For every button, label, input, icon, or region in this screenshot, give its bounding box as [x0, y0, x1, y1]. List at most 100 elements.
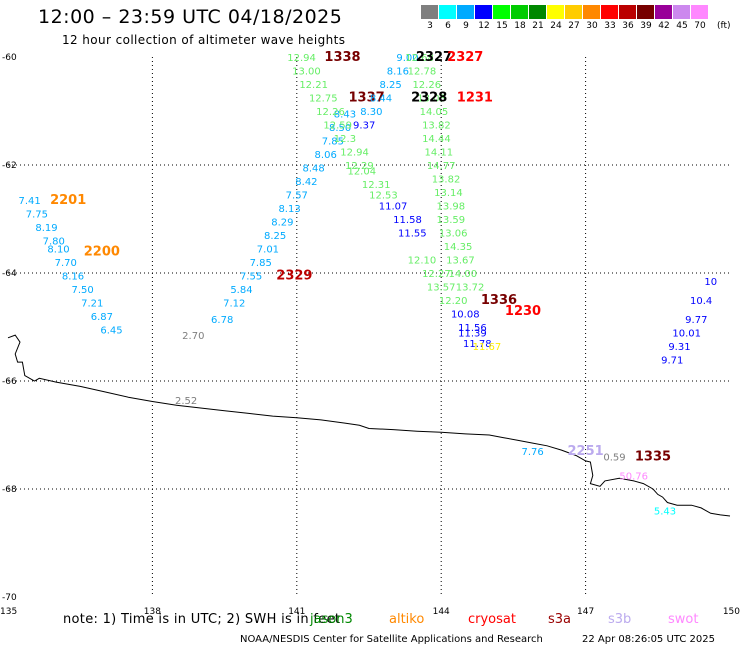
- time-label: 2200: [84, 244, 120, 259]
- time-label: 2327: [416, 50, 452, 65]
- wave-height-label: 12.27: [422, 269, 451, 280]
- wave-height-label: 7.50: [71, 285, 93, 296]
- wave-height-label: 8.44: [370, 94, 392, 105]
- wave-height-label: 6.78: [211, 315, 233, 326]
- wave-height-label: 7.70: [55, 258, 77, 269]
- wave-height-label: 12.78: [408, 67, 437, 78]
- time-label: 1338: [324, 50, 360, 65]
- wave-height-label: 8.06: [315, 150, 337, 161]
- wave-height-label: 10.4: [690, 296, 712, 307]
- chart-title: 12:00 – 23:59 UTC 04/18/2025: [38, 6, 343, 28]
- wave-height-label: 8.48: [303, 164, 325, 175]
- time-label: 2201: [50, 193, 86, 208]
- legend-label: 27: [568, 21, 580, 31]
- wave-height-label: 7.75: [26, 210, 48, 221]
- color-legend-labels: 3 6 9 12 15 18 21 24 27 30 33 36 39 42 45 70: [421, 21, 740, 33]
- time-label: 2327: [447, 50, 483, 65]
- wave-height-label: 12.10: [408, 256, 437, 267]
- wave-height-label: 14.44: [422, 134, 451, 145]
- wave-height-label: 8.19: [35, 223, 57, 234]
- legend-label: 30: [586, 21, 598, 31]
- wave-height-label: 12.26: [316, 107, 345, 118]
- legend-label: 33: [604, 21, 616, 31]
- wave-height-label: 13.06: [439, 229, 468, 240]
- wave-height-label: 8.16: [62, 272, 84, 283]
- wave-height-label: 14.11: [424, 148, 453, 159]
- wave-height-label: 14.35: [444, 242, 473, 253]
- legend-label: 39: [640, 21, 652, 31]
- wave-height-label: 8.50: [329, 123, 351, 134]
- legend-swatch: [601, 5, 619, 19]
- wave-height-label: 13.14: [434, 188, 463, 199]
- satellite-jason3: jason3: [310, 612, 353, 627]
- time-label: 1337: [348, 91, 384, 106]
- legend-label: 45: [676, 21, 688, 31]
- wave-height-label: 5.43: [654, 507, 676, 518]
- x-tick-label: 150: [723, 607, 740, 617]
- wave-height-label: 14.77: [427, 161, 456, 172]
- legend-label: 18: [514, 21, 526, 31]
- wave-height-label: 50.76: [619, 472, 648, 483]
- grid-layer: [8, 57, 730, 597]
- legend-swatch: [493, 5, 511, 19]
- coastline-layer: [7, 334, 731, 517]
- wave-height-label: 13.57: [427, 283, 456, 294]
- legend-swatch: [529, 5, 547, 19]
- wave-height-label: 12.20: [439, 296, 468, 307]
- wave-height-label: 12.26: [412, 80, 441, 91]
- time-label: 1231: [457, 91, 493, 106]
- x-tick-label: 141: [288, 607, 305, 617]
- legend-swatch: [691, 5, 709, 19]
- x-tick-label: 147: [577, 607, 594, 617]
- wave-height-label: 10.01: [672, 328, 701, 339]
- wave-height-label: 9.31: [668, 342, 690, 353]
- wave-height-label: 0.59: [603, 453, 625, 464]
- wave-height-label: 12.94: [340, 148, 369, 159]
- wave-height-label: 13.82: [432, 175, 461, 186]
- wave-height-label: 7.80: [43, 237, 65, 248]
- data-labels-layer: 7.41 7.75 8.19 7.808.10 7.70 8.16 7.50 7.21 6.87…: [19, 50, 718, 518]
- wave-height-label: 7.76: [522, 447, 544, 458]
- wave-height-label: 2.52: [175, 396, 197, 407]
- wave-height-label: 13.03: [417, 94, 446, 105]
- time-label: 2251: [568, 444, 604, 459]
- wave-height-label: 8.30: [360, 107, 382, 118]
- wave-height-label: 7.21: [81, 299, 103, 310]
- wave-height-label: 7.41: [19, 196, 41, 207]
- time-label: 1336: [481, 293, 517, 308]
- wave-height-label: 11.55: [398, 229, 427, 240]
- y-tick-label: -70: [2, 593, 17, 603]
- satellite-s3a: s3a: [548, 612, 572, 627]
- legend-swatch: [565, 5, 583, 19]
- wave-height-label: 6.87: [91, 312, 113, 323]
- satellite-cryosat: cryosat: [468, 612, 516, 627]
- wave-height-label: 9.37: [353, 121, 375, 132]
- wave-height-label: 12.29: [345, 161, 374, 172]
- wave-height-label: 12.3: [334, 134, 356, 145]
- wave-height-label: 8.13: [278, 204, 300, 215]
- legend-label: 36: [622, 21, 634, 31]
- y-tick-label: -62: [2, 161, 17, 171]
- legend-swatch: [655, 5, 673, 19]
- wave-height-label: 5.84: [230, 285, 252, 296]
- y-tick-label: -68: [2, 485, 17, 495]
- legend-label: 12: [478, 21, 490, 31]
- legend-swatch: [457, 5, 475, 19]
- legend-label: 21: [532, 21, 544, 31]
- satellite-altiko: altiko: [389, 612, 425, 627]
- satellite-s3b: s3b: [608, 612, 632, 627]
- legend-label: 3: [427, 21, 433, 31]
- time-label: 1230: [505, 304, 541, 319]
- wave-height-label: 9.71: [661, 355, 683, 366]
- wave-height-label: 9.77: [685, 315, 707, 326]
- legend-label: 15: [496, 21, 508, 31]
- wave-height-label: 12.31: [362, 180, 391, 191]
- wave-height-label: 7.57: [286, 191, 308, 202]
- wave-height-label: 11.78: [463, 339, 492, 350]
- wave-height-label: 8.29: [271, 218, 293, 229]
- legend-label: 42: [658, 21, 670, 31]
- wave-height-label: 12.94: [287, 53, 316, 64]
- wave-height-label: 12.59: [323, 121, 352, 132]
- wave-height-label: 13.98: [437, 202, 466, 213]
- credit-timestamp: 22 Apr 08:26:05 UTC 2025: [582, 634, 715, 645]
